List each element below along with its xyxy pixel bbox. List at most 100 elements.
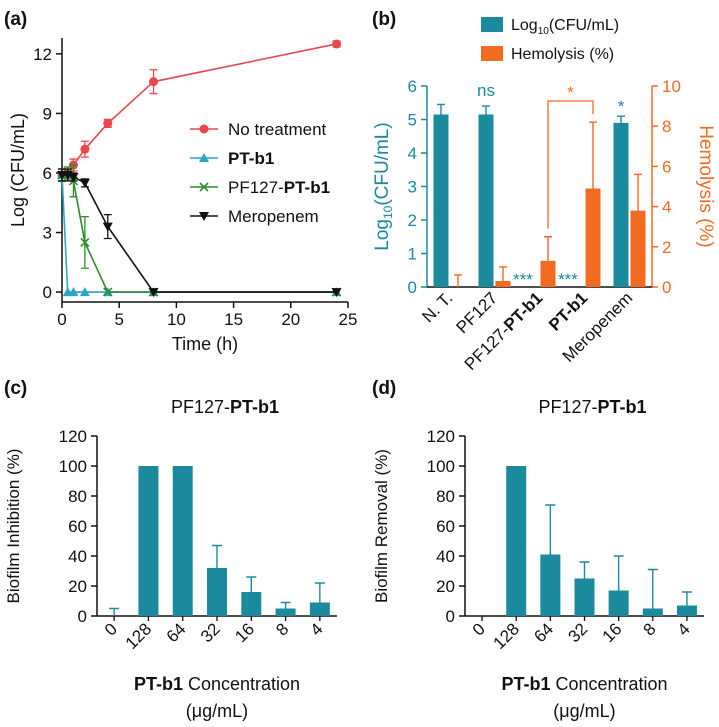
legend-item-b-0: Log10(CFU/mL) [481, 17, 619, 37]
y-tick-label-d: 120 [427, 427, 455, 446]
y-tick-label-a: 0 [43, 283, 52, 302]
y-tick-label-a: 6 [43, 164, 52, 183]
bar-c [207, 568, 227, 616]
right-axis-label-b: Hemolysis (%) [695, 125, 716, 247]
error-bar-b [544, 236, 552, 261]
x-tick-label-c: 128 [122, 619, 155, 652]
x-tick-label-c: 16 [231, 619, 258, 646]
x-tick-label-d: 16 [599, 619, 626, 646]
bar-d [574, 578, 595, 616]
data-point [79, 287, 90, 297]
right-tick-label-b: 10 [662, 77, 681, 96]
legend-item-a-3: Meropenem [190, 207, 319, 226]
error-bar-c [212, 544, 222, 568]
bar-log-cfu [478, 114, 494, 287]
bar-hemolysis [495, 280, 511, 287]
panel-label-c: (c) [4, 378, 27, 399]
y-tick-label-c: 0 [78, 607, 87, 626]
bar-d [506, 466, 527, 616]
panel-b: (b) 0 1 2 3 4 5 6 0 2 4 6 8 10 Log10(CFU/mL) Hemolysis … [372, 9, 716, 374]
error-bar-b [499, 266, 507, 281]
legend-label: Log10(CFU/mL) [511, 17, 619, 37]
data-point [79, 178, 90, 188]
y-tick-label-c: 80 [68, 487, 87, 506]
error-bar-b [589, 121, 597, 189]
error-bar-b [482, 105, 490, 115]
y-tick-label-a: 9 [43, 104, 52, 123]
data-point [68, 172, 79, 182]
right-tick-label-b: 4 [662, 198, 671, 217]
x-tick-label-a: 10 [167, 310, 186, 329]
data-point [332, 39, 342, 49]
x-tick-label-d: 64 [530, 619, 557, 646]
significance-label: * [567, 83, 574, 102]
x-tick-label-c: 8 [272, 619, 292, 639]
y-tick-label-d: 60 [436, 517, 455, 536]
y-tick-label-a: 3 [43, 224, 52, 243]
data-point [331, 288, 342, 298]
legend-marker [199, 124, 209, 134]
bar-c [275, 608, 296, 616]
y-tick-label-d: 0 [446, 607, 455, 626]
y-tick-label-d: 20 [436, 577, 455, 596]
y-tick-label-c: 120 [59, 427, 87, 446]
x-tick-label-a: 15 [224, 310, 243, 329]
error-bar-c [246, 576, 257, 592]
x-axis-label-c: PT-b1 Concentration [134, 674, 300, 694]
bar-d [676, 605, 697, 616]
bar-c [172, 466, 193, 616]
x-tick-label-a: 5 [114, 310, 123, 329]
legend-item-a-2: PF127-PT-b1 [190, 178, 330, 197]
y-tick-label-c: 100 [59, 457, 87, 476]
error-bar-b [437, 103, 445, 115]
y-tick-label-c: 60 [68, 517, 87, 536]
series-a-3 [57, 168, 342, 298]
bar-d [608, 590, 629, 616]
bar-d [642, 608, 663, 616]
legend-swatch [481, 17, 503, 32]
panel-label-d: (d) [372, 378, 396, 399]
legend-swatch [481, 46, 503, 61]
series-a-0 [57, 39, 342, 182]
bar-log-cfu [613, 122, 629, 287]
x-tick-label-d: 0 [469, 619, 489, 639]
right-tick-label-b: 0 [662, 278, 671, 297]
data-point [80, 237, 90, 248]
left-axis-label-b: Log10(CFU/mL) [372, 122, 395, 250]
error-bar-d [545, 504, 556, 555]
legend-item-a-0: No treatment [190, 120, 327, 139]
significance-label: *** [558, 270, 578, 289]
y-tick-label-c: 40 [68, 547, 87, 566]
x-axis-unit-c: (μg/mL) [186, 701, 248, 721]
error-bar-b [617, 115, 625, 123]
title-c: PF127-PT-b1 [171, 397, 279, 417]
x-tick-label-c: 0 [101, 619, 121, 639]
legend-item-b-1: Hemolysis (%) [481, 46, 614, 63]
y-tick-label-d: 80 [436, 487, 455, 506]
legend-label: No treatment [228, 120, 327, 139]
bar-c [241, 592, 262, 616]
x-axis-unit-d: (μg/mL) [553, 701, 615, 721]
y-tick-label-d: 100 [427, 457, 455, 476]
x-tick-label-c: 32 [197, 619, 224, 646]
panel-label-b: (b) [372, 9, 396, 30]
x-tick-label-b: N. T. [418, 288, 456, 326]
bar-hemolysis [540, 260, 556, 287]
x-tick-label-d: 8 [639, 619, 659, 639]
error-bar-b [454, 274, 462, 287]
x-axis-label-a: Time (h) [172, 334, 238, 354]
significance-label: *** [513, 270, 533, 289]
data-point [102, 222, 113, 232]
left-tick-label-b: 0 [408, 278, 417, 297]
error-bar-d [613, 555, 624, 591]
y-axis-label-a: Log (CFU/mL) [8, 113, 28, 227]
data-point [68, 287, 79, 297]
data-point [149, 77, 159, 87]
y-axis-label-c: Biofilm Inhibition (%) [4, 449, 23, 604]
data-point [103, 287, 113, 297]
y-tick-label-a: 12 [33, 45, 52, 64]
panel-a: (a) 0 5 10 15 20 25 0 3 6 9 12 Time (h) Log (CFU/mL) N… [4, 9, 357, 354]
error-bar-d [681, 591, 692, 606]
